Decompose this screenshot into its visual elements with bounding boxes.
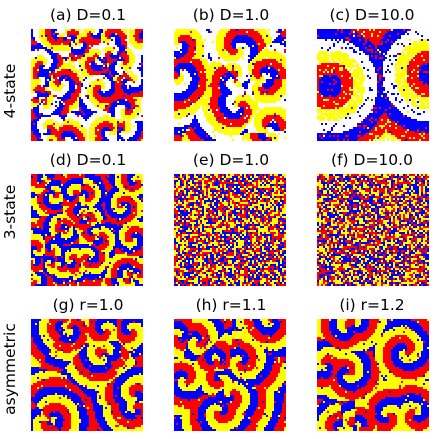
row-label-3-state: 3-state <box>1 184 19 240</box>
panel-h <box>174 319 286 431</box>
panel-title-d: (d) D=0.1 <box>49 151 127 169</box>
panel-title-h: (h) r=1.1 <box>195 296 267 314</box>
panel-title-f: (f) D=10.0 <box>331 151 413 169</box>
panel-title-e: (e) D=1.0 <box>192 151 270 169</box>
panel-f <box>317 174 429 286</box>
panel-g <box>31 319 143 431</box>
panel-title-g: (g) r=1.0 <box>52 296 124 314</box>
panel-b <box>174 29 286 141</box>
panel-title-b: (b) D=1.0 <box>192 6 270 24</box>
panel-e <box>174 174 286 286</box>
row-label-asymmetric: asymmetric <box>1 323 19 415</box>
panel-i <box>317 319 429 431</box>
row-label-4-state: 4-state <box>1 63 19 119</box>
panel-c <box>317 29 429 141</box>
panel-title-c: (c) D=10.0 <box>329 6 415 24</box>
panel-d <box>31 174 143 286</box>
panel-a <box>31 29 143 141</box>
panel-title-a: (a) D=0.1 <box>49 6 127 24</box>
panel-title-i: (i) r=1.2 <box>339 296 405 314</box>
